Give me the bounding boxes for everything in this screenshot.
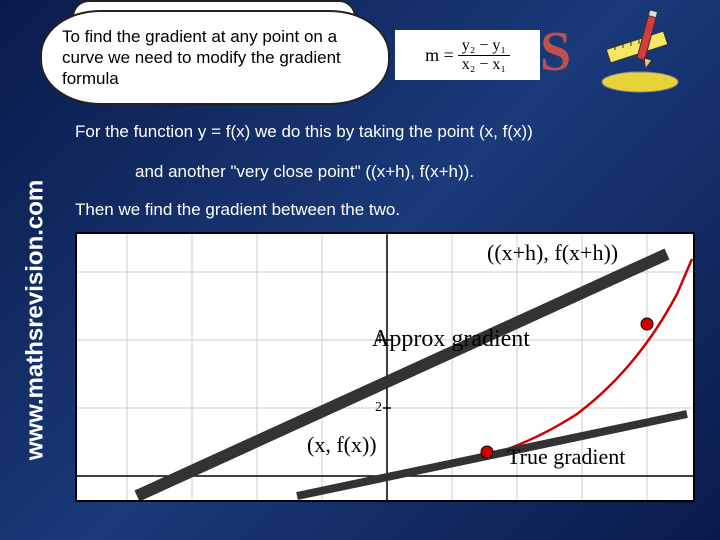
body-line-1: For the function y = f(x) we do this by … bbox=[75, 122, 710, 142]
chart-label: (x, f(x)) bbox=[307, 432, 377, 458]
formula-denominator: x₂ − x₁ bbox=[458, 56, 510, 74]
cloud-text: To find the gradient at any point on a c… bbox=[62, 26, 368, 90]
chart-label: True gradient bbox=[507, 444, 625, 470]
gradient-chart: ((x+h), f(x+h)) Approx gradient (x, f(x)) T… bbox=[75, 232, 695, 502]
main-content: For the function y = f(x) we do this by … bbox=[75, 122, 710, 502]
decor-letter: S bbox=[540, 20, 571, 84]
sidebar-url: www.mathsrevision.com bbox=[21, 180, 49, 461]
formula-fraction: y₂ − y₁ x₂ − x₁ bbox=[458, 37, 510, 74]
sidebar: www.mathsrevision.com bbox=[5, 130, 65, 510]
body-line-3: Then we find the gradient between the tw… bbox=[75, 200, 710, 220]
axis-tick-label: 2 bbox=[375, 400, 382, 416]
cloud-callout: To find the gradient at any point on a c… bbox=[40, 10, 390, 105]
chart-label: Approx gradient bbox=[372, 326, 530, 353]
header-region: To find the gradient at any point on a c… bbox=[40, 10, 680, 110]
gradient-formula: m = y₂ − y₁ x₂ − x₁ bbox=[395, 30, 540, 80]
ruler-pencil-icon bbox=[595, 10, 685, 95]
axis-tick-label: 4 bbox=[375, 332, 382, 348]
formula-lhs: m = bbox=[425, 45, 454, 66]
chart-label: ((x+h), f(x+h)) bbox=[487, 240, 618, 266]
formula-numerator: y₂ − y₁ bbox=[458, 37, 510, 56]
body-line-2: and another "very close point" ((x+h), f… bbox=[135, 162, 710, 182]
